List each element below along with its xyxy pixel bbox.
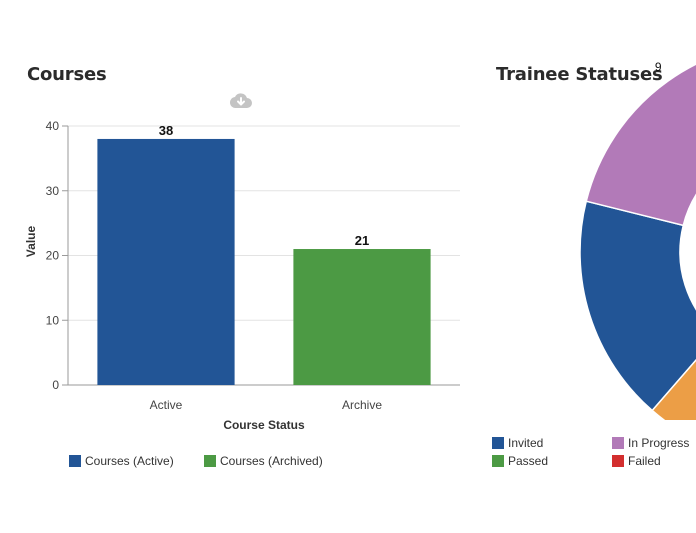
cloud-download-icon[interactable] bbox=[230, 92, 252, 110]
legend-label: Courses (Archived) bbox=[220, 454, 323, 468]
data-label-archive: 21 bbox=[355, 233, 369, 248]
legend-swatch bbox=[204, 455, 216, 467]
legend-item-passed[interactable]: Passed bbox=[492, 454, 548, 468]
bar-archive[interactable] bbox=[293, 249, 431, 385]
data-label-active: 38 bbox=[159, 123, 173, 138]
x-tick-label-archive: Archive bbox=[342, 398, 382, 412]
legend-item-in-progress[interactable]: In Progress bbox=[612, 436, 689, 450]
bar-active[interactable] bbox=[97, 138, 235, 385]
legend-swatch bbox=[69, 455, 81, 467]
legend-item-courses-archived[interactable]: Courses (Archived) bbox=[204, 454, 323, 468]
legend-swatch bbox=[492, 455, 504, 467]
legend-label: In Progress bbox=[628, 436, 690, 450]
y-tick-label: 40 bbox=[46, 119, 60, 133]
slice-invited[interactable] bbox=[579, 200, 696, 412]
legend-swatch bbox=[612, 437, 624, 449]
y-tick-label: 30 bbox=[46, 184, 60, 198]
slice-label-in-progress: 9 bbox=[655, 60, 662, 74]
legend-swatch bbox=[492, 437, 504, 449]
slice-in-progress[interactable] bbox=[585, 42, 696, 227]
legend-label: Passed bbox=[508, 454, 549, 468]
courses-panel-title: Courses bbox=[27, 64, 107, 85]
y-tick-label: 0 bbox=[52, 378, 59, 392]
trainee-statuses-panel-title: Trainee Statuses bbox=[496, 64, 663, 85]
y-tick-label: 20 bbox=[46, 249, 60, 263]
legend-item-invited[interactable]: Invited bbox=[492, 436, 543, 450]
courses-bar-chart: 0 10 20 30 40 38 Active 21 Archive Course Status V… bbox=[24, 119, 460, 432]
legend-label: Failed bbox=[628, 454, 661, 468]
y-axis-title: Value bbox=[24, 226, 38, 258]
legend-item-courses-active[interactable]: Courses (Active) bbox=[69, 454, 174, 468]
trainee-statuses-donut-chart: 924 bbox=[579, 42, 696, 420]
legend-swatch bbox=[612, 455, 624, 467]
y-tick-label: 10 bbox=[46, 313, 60, 327]
legend-label: Invited bbox=[508, 436, 544, 450]
legend-item-failed[interactable]: Failed bbox=[612, 454, 661, 468]
slice-passed[interactable] bbox=[651, 43, 696, 420]
legend-label: Courses (Active) bbox=[85, 454, 174, 468]
x-axis-title: Course Status bbox=[223, 418, 305, 432]
x-tick-label-active: Active bbox=[150, 398, 183, 412]
